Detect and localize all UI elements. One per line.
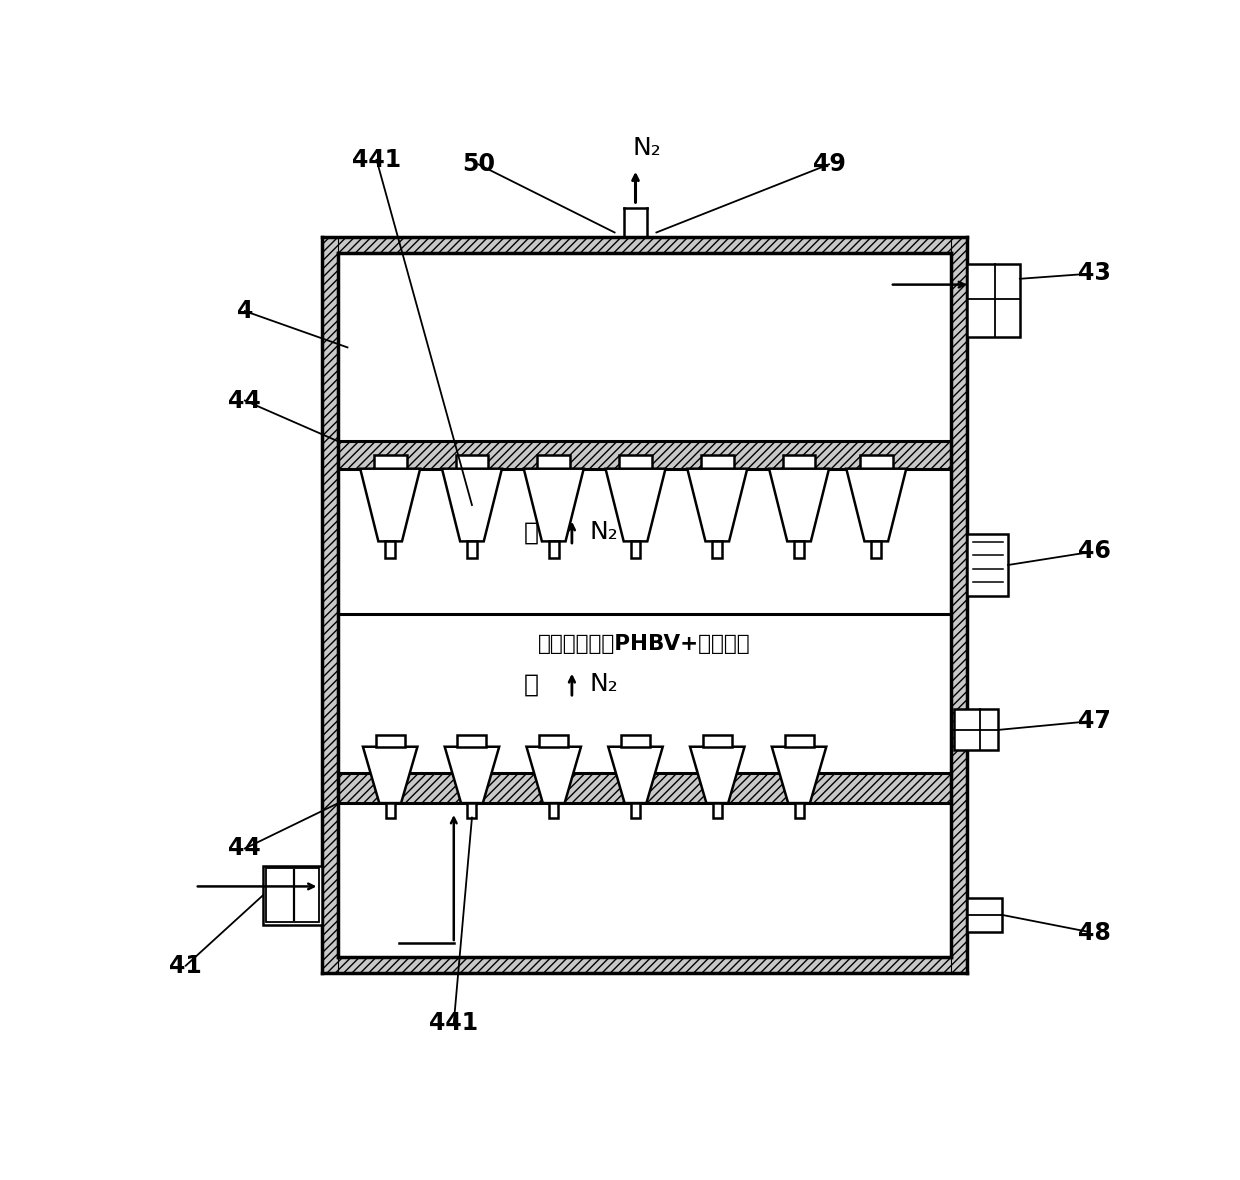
Bar [712, 542, 722, 558]
Bar [386, 542, 396, 558]
Bar [455, 455, 489, 468]
Bar [782, 455, 816, 468]
Bar [373, 455, 407, 468]
Bar [549, 542, 559, 558]
Bar [872, 542, 882, 558]
Bar [795, 804, 804, 818]
Text: 水: 水 [523, 520, 538, 544]
Text: 48: 48 [1078, 922, 1111, 945]
Polygon shape [769, 468, 830, 542]
Bar [703, 735, 732, 747]
Bar [376, 735, 404, 747]
Bar [265, 868, 320, 922]
Polygon shape [445, 747, 500, 804]
Bar [467, 542, 477, 558]
Text: 50: 50 [461, 152, 495, 176]
Bar [339, 773, 951, 804]
Polygon shape [360, 468, 420, 542]
Text: N₂: N₂ [632, 136, 662, 159]
Polygon shape [605, 468, 666, 542]
Bar [785, 735, 813, 747]
Polygon shape [441, 468, 502, 542]
Text: 脱氮缓释碳源PHBV+生物滤料: 脱氮缓释碳源PHBV+生物滤料 [538, 634, 751, 654]
Bar [263, 866, 322, 925]
Polygon shape [609, 747, 662, 804]
Text: 水: 水 [523, 673, 538, 696]
Polygon shape [523, 468, 584, 542]
Text: 441: 441 [429, 1011, 479, 1035]
Bar [322, 237, 339, 973]
Bar [619, 455, 652, 468]
Bar [339, 254, 951, 957]
Polygon shape [771, 747, 826, 804]
Bar [794, 542, 804, 558]
Polygon shape [846, 468, 906, 542]
Text: 43: 43 [1078, 261, 1111, 286]
Bar [967, 535, 1008, 596]
Bar [967, 264, 1019, 337]
Bar [955, 709, 998, 750]
Bar [701, 455, 734, 468]
Text: 41: 41 [170, 953, 202, 978]
Bar [467, 804, 476, 818]
Text: N₂: N₂ [589, 520, 618, 544]
Bar [458, 735, 486, 747]
Bar [339, 441, 951, 468]
Bar [537, 455, 570, 468]
Bar [322, 957, 967, 973]
Polygon shape [527, 747, 582, 804]
Bar [621, 735, 650, 747]
Text: 4: 4 [237, 299, 253, 323]
Bar [713, 804, 722, 818]
Text: 441: 441 [352, 148, 401, 172]
Bar [549, 804, 558, 818]
Bar [951, 237, 967, 973]
Text: 44: 44 [228, 388, 262, 413]
Bar [967, 898, 1002, 932]
Polygon shape [687, 468, 748, 542]
Polygon shape [363, 747, 418, 804]
Text: 44: 44 [228, 837, 262, 860]
Bar [630, 542, 641, 558]
Bar [631, 804, 640, 818]
Bar [386, 804, 394, 818]
Bar [263, 866, 322, 925]
Bar [322, 237, 967, 254]
Bar [539, 735, 568, 747]
Text: 47: 47 [1078, 709, 1111, 733]
Text: N₂: N₂ [589, 673, 618, 696]
Text: 46: 46 [1078, 539, 1111, 563]
Polygon shape [689, 747, 744, 804]
Bar [859, 455, 893, 468]
Text: 49: 49 [812, 152, 846, 176]
